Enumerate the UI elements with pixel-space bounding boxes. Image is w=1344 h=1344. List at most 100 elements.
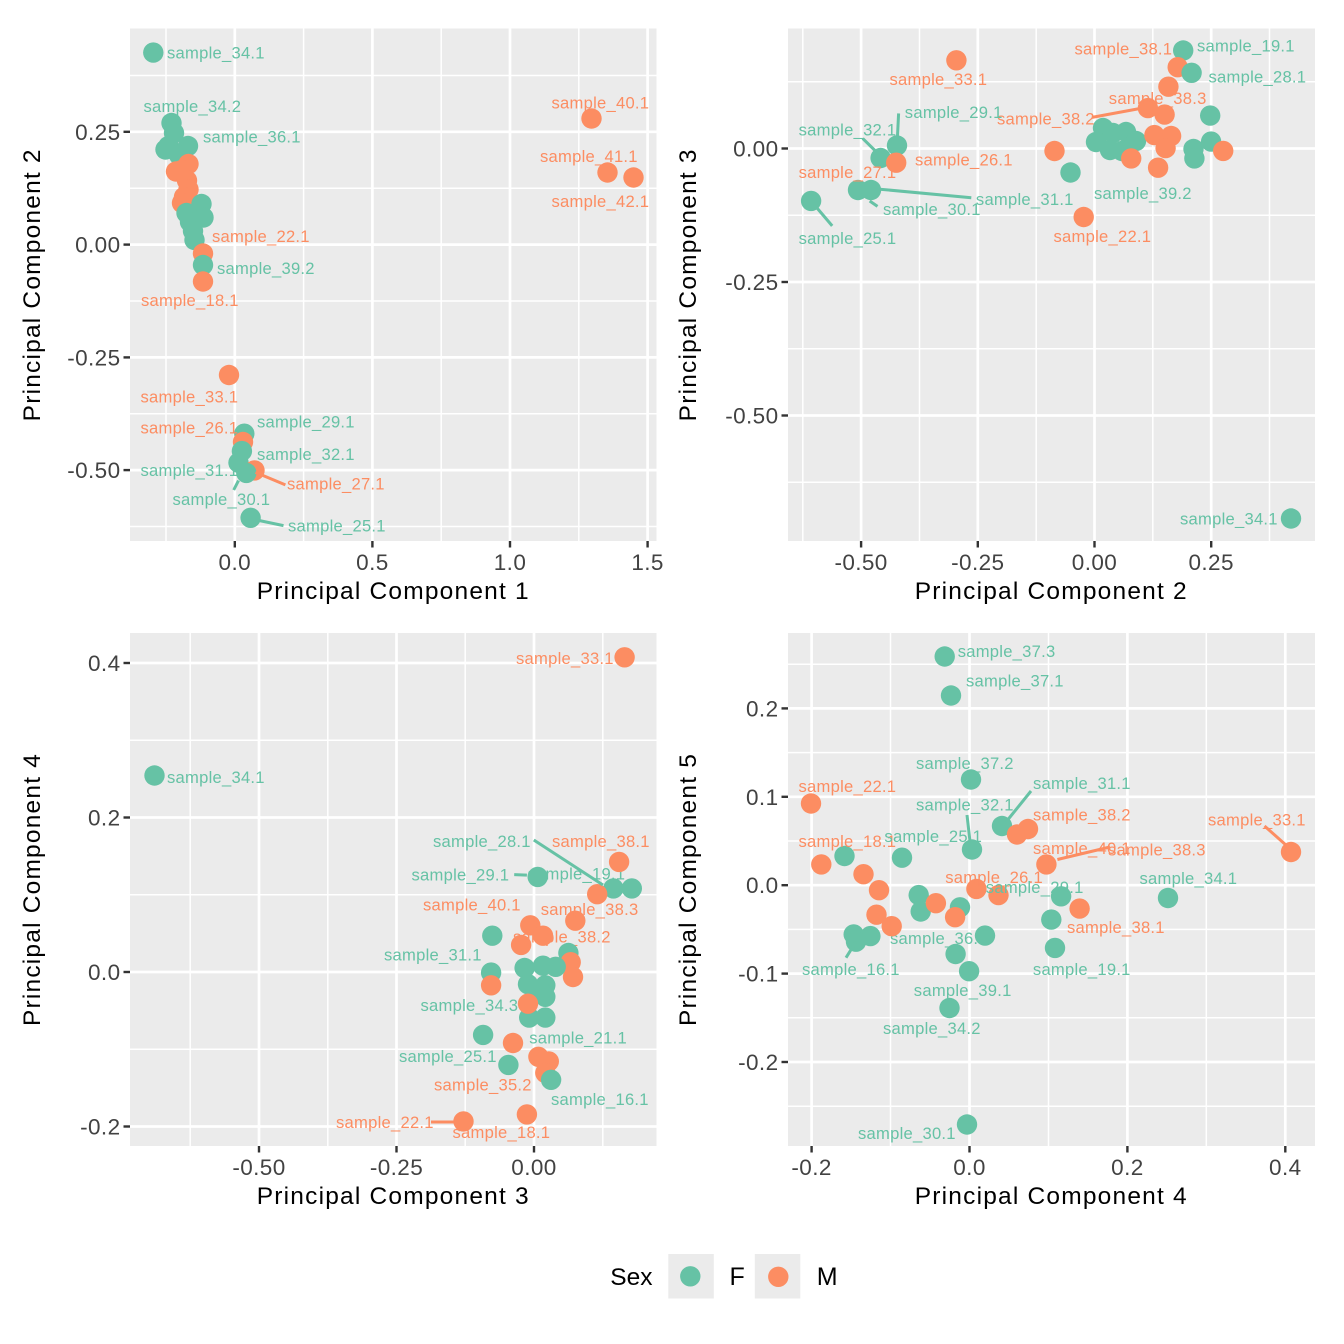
svg-text:sample_31.1: sample_31.1 [141,461,239,480]
svg-text:0.0: 0.0 [953,1155,985,1180]
svg-text:0.0: 0.0 [88,960,120,985]
svg-text:1.5: 1.5 [631,550,663,575]
svg-text:sample_33.1: sample_33.1 [516,649,614,668]
svg-text:sample_42.1: sample_42.1 [552,192,650,211]
svg-text:sample_18.1: sample_18.1 [141,291,239,310]
svg-text:sample_28.1: sample_28.1 [433,832,531,851]
svg-text:sample_34.2: sample_34.2 [883,1019,981,1038]
svg-text:sample_34.3: sample_34.3 [421,996,519,1015]
svg-text:sample_30.1: sample_30.1 [173,490,271,509]
svg-text:Principal Component 3: Principal Component 3 [675,148,702,421]
svg-text:sample_38.3: sample_38.3 [1109,89,1207,108]
svg-text:sample_40.1: sample_40.1 [423,896,521,915]
svg-text:Principal Component 1: Principal Component 1 [257,578,530,605]
svg-text:sample_26.1: sample_26.1 [141,419,239,438]
svg-text:sample_18.1: sample_18.1 [453,1123,551,1142]
svg-text:-0.25: -0.25 [725,270,778,295]
svg-text:sample_26.1: sample_26.1 [945,868,1043,887]
svg-text:0.5: 0.5 [356,550,388,575]
svg-text:sample_19.1: sample_19.1 [1197,37,1295,56]
svg-text:M: M [817,1263,838,1291]
svg-text:sample_31.1: sample_31.1 [976,190,1074,209]
svg-text:sample_34.1: sample_34.1 [1180,510,1278,529]
svg-text:sample_37.2: sample_37.2 [916,754,1014,773]
svg-text:sample_32.1: sample_32.1 [916,796,1014,815]
svg-text:0.0: 0.0 [219,550,251,575]
svg-text:0.00: 0.00 [75,233,120,258]
svg-text:sample_39.2: sample_39.2 [1094,184,1192,203]
svg-text:-0.25: -0.25 [67,345,120,370]
svg-text:sample_33.1: sample_33.1 [890,70,988,89]
svg-text:0.2: 0.2 [746,696,778,721]
svg-text:sample_41.1: sample_41.1 [540,147,638,166]
svg-text:0.2: 0.2 [1111,1155,1143,1180]
svg-text:-0.2: -0.2 [738,1050,778,1075]
svg-text:sample_35.2: sample_35.2 [434,1076,532,1095]
svg-text:sample_27.1: sample_27.1 [799,163,897,182]
svg-text:sample_39.1: sample_39.1 [914,981,1012,1000]
svg-text:0.25: 0.25 [75,120,120,145]
svg-text:-0.25: -0.25 [370,1155,423,1180]
svg-text:sample_25.1: sample_25.1 [288,517,386,536]
svg-text:sample_38.3: sample_38.3 [1108,841,1206,860]
svg-text:sample_38.1: sample_38.1 [552,832,650,851]
svg-text:sample_38.2: sample_38.2 [997,110,1095,129]
svg-text:0.0: 0.0 [746,873,778,898]
svg-text:sample_40.1: sample_40.1 [1033,839,1131,858]
svg-text:0.1: 0.1 [746,785,778,810]
svg-text:sample_38.1: sample_38.1 [1067,918,1165,937]
svg-text:sample_25.1: sample_25.1 [399,1047,497,1066]
svg-text:sample_18.1: sample_18.1 [799,832,897,851]
svg-text:sample_36.1: sample_36.1 [203,128,301,147]
svg-text:-0.50: -0.50 [67,458,120,483]
svg-text:-0.1: -0.1 [738,962,778,987]
svg-text:Principal Component 5: Principal Component 5 [675,753,702,1026]
svg-text:sample_33.1: sample_33.1 [1208,811,1306,830]
svg-text:sample_21.1: sample_21.1 [529,1028,627,1047]
svg-text:sample_25.1: sample_25.1 [884,827,982,846]
svg-text:sample_16.1: sample_16.1 [551,1090,649,1109]
svg-text:sample_30.1: sample_30.1 [883,200,981,219]
svg-text:sample_25.1: sample_25.1 [799,229,897,248]
svg-text:sample_22.1: sample_22.1 [212,227,310,246]
svg-text:-0.2: -0.2 [791,1155,831,1180]
svg-text:sample_34.2: sample_34.2 [144,97,242,116]
svg-text:sample_19.1: sample_19.1 [1033,960,1131,979]
svg-text:Principal Component 4: Principal Component 4 [915,1183,1188,1210]
svg-text:sample_34.1: sample_34.1 [167,768,265,787]
svg-text:sample_19.1: sample_19.1 [528,865,626,884]
svg-text:F: F [730,1263,745,1291]
svg-text:sample_34.1: sample_34.1 [1140,869,1238,888]
svg-text:Principal Component 3: Principal Component 3 [257,1183,530,1210]
svg-text:sample_30.1: sample_30.1 [858,1124,956,1143]
svg-text:sample_32.1: sample_32.1 [257,445,355,464]
svg-text:0.00: 0.00 [1072,550,1117,575]
svg-text:0.25: 0.25 [1188,550,1233,575]
svg-text:sample_38.1: sample_38.1 [1075,40,1173,59]
svg-text:sample_22.1: sample_22.1 [336,1113,434,1132]
svg-text:sample_26.1: sample_26.1 [915,151,1013,170]
svg-text:-0.25: -0.25 [951,550,1004,575]
svg-text:sample_38.2: sample_38.2 [1033,806,1131,825]
svg-text:sample_40.1: sample_40.1 [552,94,650,113]
svg-text:sample_31.1: sample_31.1 [384,946,482,965]
svg-text:sample_32.1: sample_32.1 [799,120,897,139]
svg-text:Sex: Sex [610,1264,652,1291]
svg-text:1.0: 1.0 [494,550,526,575]
svg-text:-0.50: -0.50 [232,1155,285,1180]
svg-text:0.4: 0.4 [88,651,120,676]
svg-text:Principal Component 2: Principal Component 2 [19,148,46,421]
svg-text:sample_22.1: sample_22.1 [1054,227,1152,246]
svg-text:sample_37.1: sample_37.1 [966,672,1064,691]
svg-text:0.2: 0.2 [88,806,120,831]
svg-text:-0.2: -0.2 [80,1115,120,1140]
svg-text:sample_27.1: sample_27.1 [287,475,385,494]
svg-text:sample_22.1: sample_22.1 [799,777,897,796]
svg-text:sample_29.1: sample_29.1 [986,878,1084,897]
svg-text:sample_33.1: sample_33.1 [141,388,239,407]
svg-text:Principal Component 2: Principal Component 2 [915,578,1188,605]
svg-text:sample_16.1: sample_16.1 [802,960,900,979]
svg-text:sample_31.1: sample_31.1 [1033,774,1131,793]
svg-text:sample_36.1: sample_36.1 [890,929,988,948]
svg-text:sample_29.1: sample_29.1 [412,866,510,885]
